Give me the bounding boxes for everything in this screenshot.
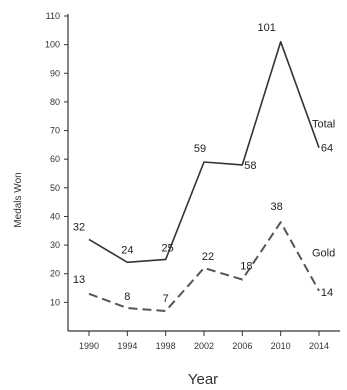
data-label-total: 59 xyxy=(194,143,206,155)
data-label-total: 25 xyxy=(162,242,174,254)
y-tick-label: 30 xyxy=(50,240,60,250)
x-tick-label: 2006 xyxy=(232,341,252,351)
data-label-total: 32 xyxy=(73,221,85,233)
y-tick-label: 80 xyxy=(50,97,60,107)
x-tick-label: 2002 xyxy=(194,341,214,351)
data-label-total: 101 xyxy=(257,22,275,34)
y-tick-label: 100 xyxy=(45,40,60,50)
data-label-gold: 8 xyxy=(124,291,130,303)
series-label-total: Total xyxy=(312,119,335,131)
series-label-gold: Gold xyxy=(312,248,335,260)
y-tick-label: 70 xyxy=(50,126,60,136)
data-label-total: 64 xyxy=(321,143,333,155)
x-tick-label: 1998 xyxy=(156,341,176,351)
y-tick-label: 50 xyxy=(50,183,60,193)
x-axis-title: Year xyxy=(188,371,218,388)
chart-axes: 10 20 30 40 50 60 70 80 90 100 110 1990 1994 1998 2002… xyxy=(45,11,340,351)
y-tick-label: 10 xyxy=(50,297,60,307)
data-label-gold: 22 xyxy=(202,251,214,263)
y-tick-label: 110 xyxy=(46,11,60,21)
y-axis-title: Medals Won xyxy=(13,172,24,227)
data-label-total: 58 xyxy=(244,160,256,172)
x-tick-label: 1990 xyxy=(79,341,99,351)
chart-labels: 32 24 25 59 58 101 64 13 8 7 22 18 38 14 Total Gold xyxy=(73,22,335,305)
data-label-total: 24 xyxy=(121,244,133,256)
x-tick-label: 2014 xyxy=(309,341,329,351)
series-line-total xyxy=(88,40,320,264)
data-label-gold: 14 xyxy=(321,287,333,299)
y-tick-label: 40 xyxy=(50,211,60,221)
data-label-gold: 13 xyxy=(73,274,85,286)
y-tick-label: 90 xyxy=(50,68,60,78)
y-tick-label: 60 xyxy=(50,154,60,164)
data-label-gold: 18 xyxy=(240,260,252,272)
data-label-gold: 7 xyxy=(163,293,169,305)
chart-series xyxy=(88,40,320,312)
x-tick-label: 1994 xyxy=(117,341,137,351)
data-label-gold: 38 xyxy=(271,201,283,213)
series-line-gold xyxy=(88,221,320,312)
y-tick-label: 20 xyxy=(50,269,60,279)
x-tick-label: 2010 xyxy=(271,341,291,351)
